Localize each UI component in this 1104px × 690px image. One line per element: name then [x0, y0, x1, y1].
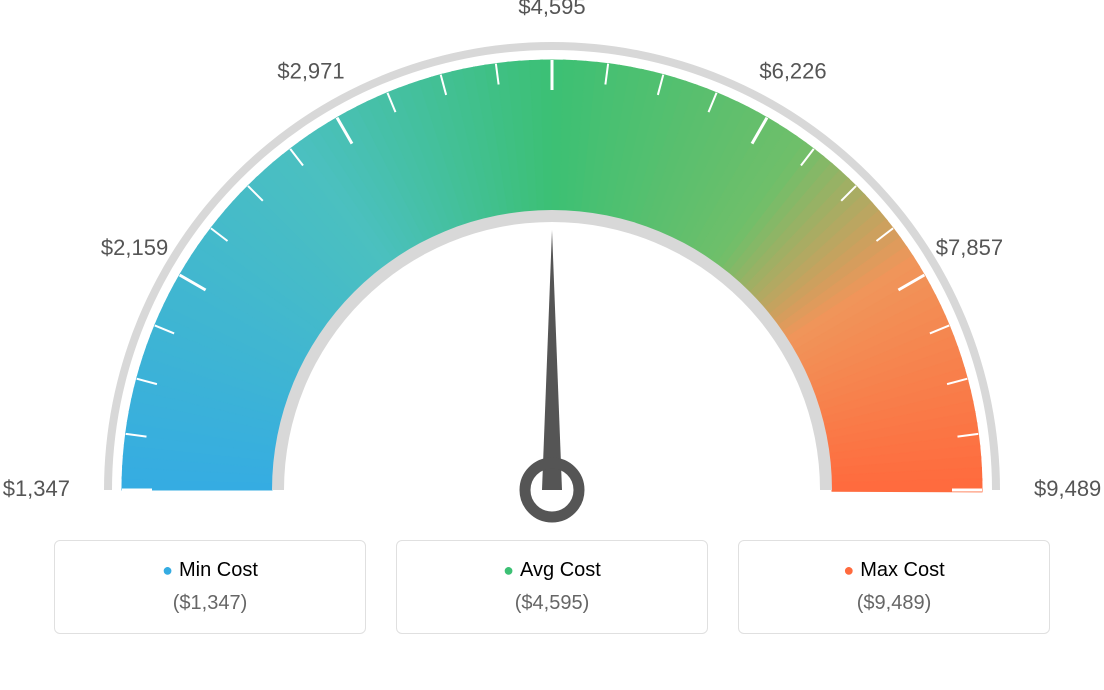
legend-title-avg-text: Avg Cost — [520, 559, 601, 581]
svg-text:$2,159: $2,159 — [101, 235, 168, 260]
legend-title-max-text: Max Cost — [860, 559, 944, 581]
svg-text:$4,595: $4,595 — [518, 0, 585, 19]
legend-value-max: ($9,489) — [749, 592, 1039, 615]
legend-title-avg: ● Avg Cost — [407, 559, 697, 582]
dot-icon-max: ● — [843, 560, 854, 580]
cost-gauge-chart: $1,347 $2,159 $2,971 $4,595 $6,226 $7,857 $9,4… — [0, 0, 1104, 540]
legend-value-avg: ($4,595) — [407, 592, 697, 615]
svg-text:$9,489: $9,489 — [1034, 476, 1101, 501]
gauge-svg: $1,347 $2,159 $2,971 $4,595 $6,226 $7,857 $9,4… — [0, 0, 1104, 540]
legend-title-max: ● Max Cost — [749, 559, 1039, 582]
legend-row: ● Min Cost ($1,347) ● Avg Cost ($4,595) ● M… — [0, 540, 1104, 654]
dot-icon-avg: ● — [503, 560, 514, 580]
svg-text:$7,857: $7,857 — [936, 235, 1003, 260]
legend-card-min: ● Min Cost ($1,347) — [54, 540, 366, 634]
legend-value-min: ($1,347) — [65, 592, 355, 615]
svg-text:$2,971: $2,971 — [277, 59, 344, 84]
legend-title-min-text: Min Cost — [179, 559, 258, 581]
legend-card-avg: ● Avg Cost ($4,595) — [396, 540, 708, 634]
dot-icon-min: ● — [162, 560, 173, 580]
svg-text:$1,347: $1,347 — [3, 476, 70, 501]
legend-title-min: ● Min Cost — [65, 559, 355, 582]
svg-text:$6,226: $6,226 — [759, 59, 826, 84]
legend-card-max: ● Max Cost ($9,489) — [738, 540, 1050, 634]
